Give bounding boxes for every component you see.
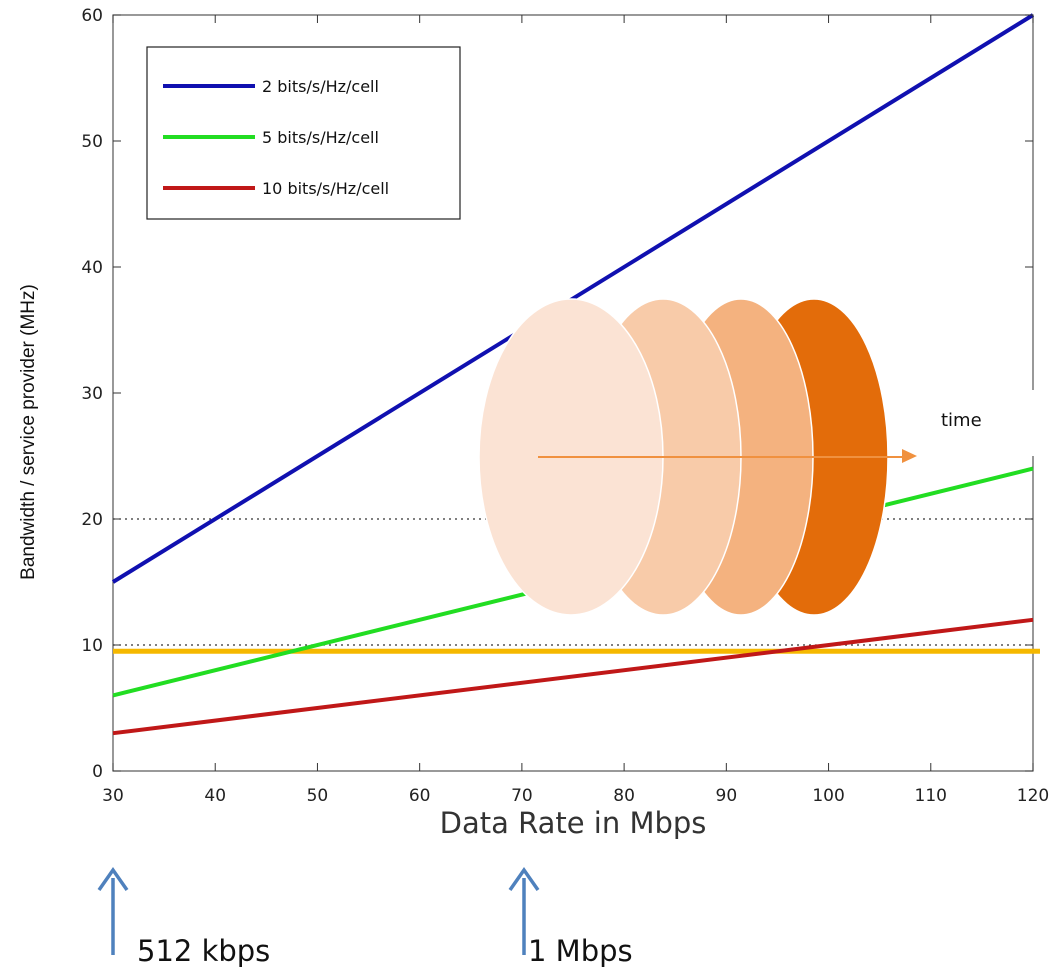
x-axis-ticks: 30 40 50 60 70 80 90 100 110 120 (102, 15, 1049, 806)
legend-label-1: 2 bits/s/Hz/cell (262, 77, 379, 96)
x-tick-label-90: 90 (716, 786, 738, 806)
legend-label-3: 10 bits/s/Hz/cell (262, 179, 389, 198)
label-512-kbps: 512 kbps (137, 934, 270, 968)
legend-label-2: 5 bits/s/Hz/cell (262, 128, 379, 147)
x-tick-label-60: 60 (409, 786, 431, 806)
x-tick-label-110: 110 (915, 786, 947, 806)
legend-box (146, 46, 461, 220)
arrow-1mbps-head (508, 866, 540, 892)
time-discs-diagram: time (478, 298, 1057, 616)
time-label-bg (920, 390, 1057, 456)
y-axis-ticks: 0 10 20 30 40 50 60 (81, 6, 1033, 782)
time-label: time (941, 410, 982, 431)
x-tick-label-50: 50 (307, 786, 329, 806)
bottom-annotations: 512 kbps 1 Mbps (97, 866, 633, 968)
x-tick-label-30: 30 (102, 786, 124, 806)
y-tick-label-0: 0 (92, 762, 103, 782)
x-tick-label-40: 40 (204, 786, 226, 806)
x-axis-label: Data Rate in Mbps (440, 806, 707, 840)
time-arrow-head (902, 449, 917, 463)
legend: 2 bits/s/Hz/cell 5 bits/s/Hz/cell 10 bits/… (146, 46, 461, 220)
x-tick-label-100: 100 (812, 786, 844, 806)
x-tick-label-70: 70 (511, 786, 533, 806)
y-tick-label-40: 40 (81, 258, 103, 278)
x-tick-label-120: 120 (1017, 786, 1049, 806)
series-line-3 (112, 617, 1034, 736)
y-tick-label-10: 10 (81, 636, 103, 656)
y-tick-label-60: 60 (81, 6, 103, 26)
y-tick-label-50: 50 (81, 132, 103, 152)
y-axis-label: Bandwidth / service provider (MHz) (18, 284, 39, 580)
y-tick-label-20: 20 (81, 510, 103, 530)
arrow-512-head (97, 866, 129, 892)
x-tick-label-80: 80 (613, 786, 635, 806)
label-1-mbps: 1 Mbps (528, 934, 633, 968)
y-tick-label-30: 30 (81, 384, 103, 404)
